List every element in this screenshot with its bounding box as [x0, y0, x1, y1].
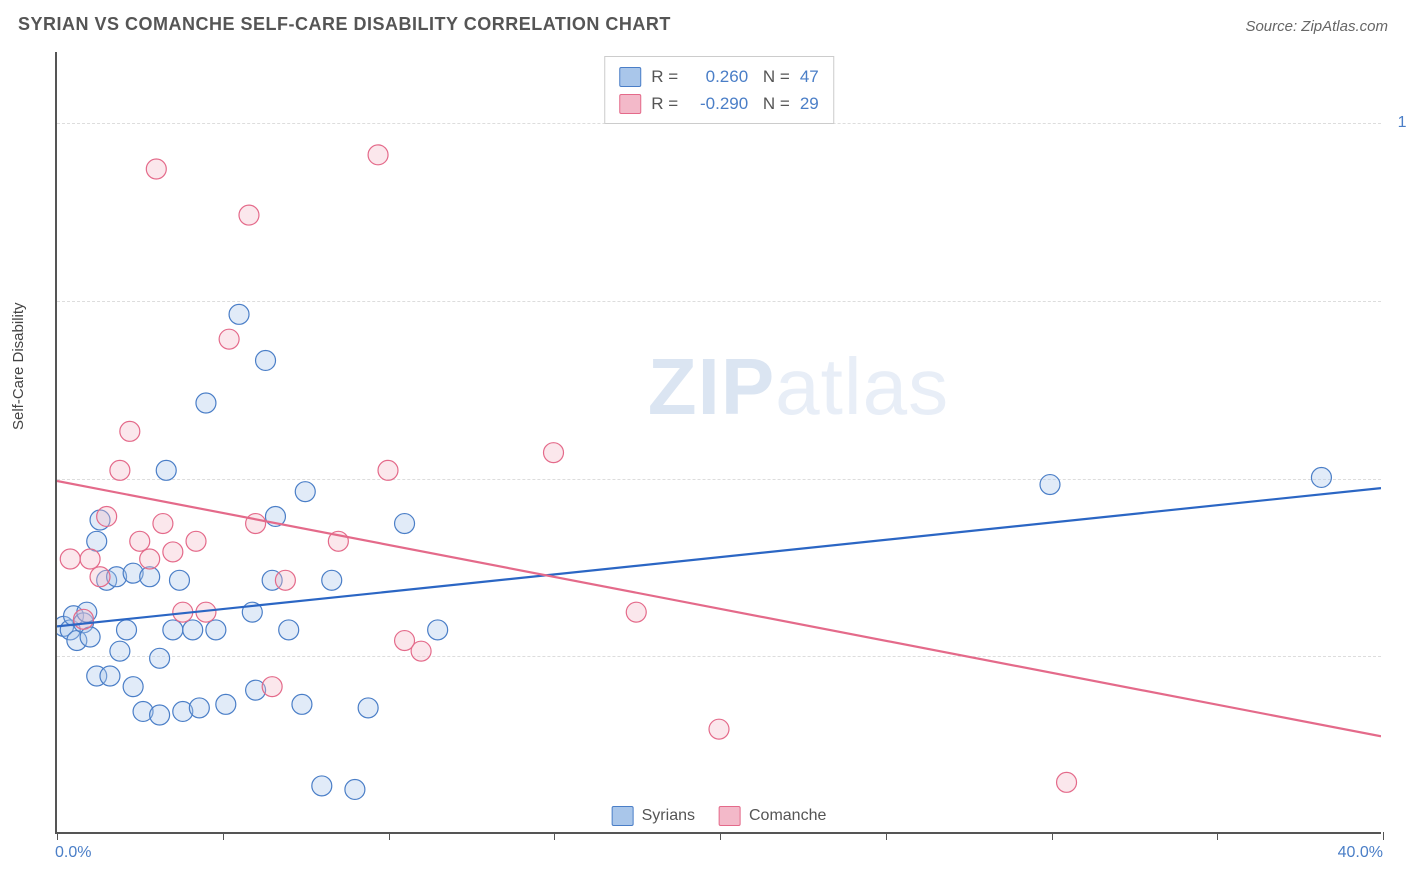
x-tick: [1383, 832, 1384, 840]
y-axis-label: Self-Care Disability: [10, 302, 27, 430]
data-point: [206, 620, 226, 640]
data-point: [256, 350, 276, 370]
x-tick-max: 40.0%: [1338, 844, 1383, 862]
data-point: [140, 567, 160, 587]
data-point: [140, 549, 160, 569]
data-point: [358, 698, 378, 718]
data-point: [110, 641, 130, 661]
data-point: [544, 443, 564, 463]
legend-item-syrians: Syrians: [612, 806, 695, 826]
x-tick: [389, 832, 390, 840]
correlation-legend: R = 0.260 N = 47 R = -0.290 N = 29: [604, 56, 834, 124]
data-point: [275, 570, 295, 590]
y-tick-label: 2.5%: [1388, 647, 1406, 665]
n-value-comanche: 29: [800, 90, 819, 117]
data-point: [626, 602, 646, 622]
data-point: [80, 627, 100, 647]
swatch-comanche: [619, 94, 641, 114]
swatch-comanche-bottom: [719, 806, 741, 826]
data-point: [169, 570, 189, 590]
data-point: [229, 304, 249, 324]
plot-area: ZIPatlas R = 0.260 N = 47 R = -0.290 N =…: [55, 52, 1381, 834]
legend-item-comanche: Comanche: [719, 806, 826, 826]
data-point: [428, 620, 448, 640]
chart-title: SYRIAN VS COMANCHE SELF-CARE DISABILITY …: [18, 14, 671, 35]
trend-line: [57, 488, 1381, 626]
data-point: [262, 677, 282, 697]
data-point: [110, 460, 130, 480]
plot-svg: [57, 52, 1381, 832]
x-tick-min: 0.0%: [55, 844, 91, 862]
data-point: [163, 620, 183, 640]
x-tick: [57, 832, 58, 840]
data-point: [216, 694, 236, 714]
data-point: [80, 549, 100, 569]
r-value-syrians: 0.260: [688, 63, 748, 90]
data-point: [322, 570, 342, 590]
series-legend: Syrians Comanche: [606, 806, 833, 826]
data-point: [163, 542, 183, 562]
data-point: [395, 514, 415, 534]
data-point: [130, 531, 150, 551]
data-point: [368, 145, 388, 165]
data-point: [60, 549, 80, 569]
chart-header: SYRIAN VS COMANCHE SELF-CARE DISABILITY …: [18, 14, 1388, 35]
data-point: [196, 393, 216, 413]
swatch-syrians: [619, 67, 641, 87]
data-point: [183, 620, 203, 640]
x-tick: [223, 832, 224, 840]
data-point: [87, 531, 107, 551]
x-tick: [720, 832, 721, 840]
data-point: [1040, 475, 1060, 495]
data-point: [345, 779, 365, 799]
x-tick: [1052, 832, 1053, 840]
y-tick-label: 5.0%: [1388, 470, 1406, 488]
data-point: [90, 567, 110, 587]
data-point: [295, 482, 315, 502]
data-point: [279, 620, 299, 640]
data-point: [100, 666, 120, 686]
data-point: [156, 460, 176, 480]
data-point: [123, 677, 143, 697]
data-point: [73, 609, 93, 629]
data-point: [292, 694, 312, 714]
data-point: [312, 776, 332, 796]
r-value-comanche: -0.290: [688, 90, 748, 117]
data-point: [189, 698, 209, 718]
data-point: [1311, 467, 1331, 487]
data-point: [153, 514, 173, 534]
data-point: [150, 705, 170, 725]
y-tick-label: 10.0%: [1388, 114, 1406, 132]
n-value-syrians: 47: [800, 63, 819, 90]
data-point: [219, 329, 239, 349]
x-tick: [886, 832, 887, 840]
data-point: [1057, 772, 1077, 792]
swatch-syrians-bottom: [612, 806, 634, 826]
y-tick-label: 7.5%: [1388, 292, 1406, 310]
legend-row-comanche: R = -0.290 N = 29: [619, 90, 819, 117]
data-point: [186, 531, 206, 551]
data-point: [378, 460, 398, 480]
legend-row-syrians: R = 0.260 N = 47: [619, 63, 819, 90]
data-point: [146, 159, 166, 179]
data-point: [411, 641, 431, 661]
chart-source: Source: ZipAtlas.com: [1245, 18, 1388, 35]
x-tick: [554, 832, 555, 840]
data-point: [117, 620, 137, 640]
data-point: [246, 514, 266, 534]
data-point: [709, 719, 729, 739]
data-point: [120, 421, 140, 441]
data-point: [97, 506, 117, 526]
data-point: [239, 205, 259, 225]
x-tick: [1217, 832, 1218, 840]
data-point: [150, 648, 170, 668]
